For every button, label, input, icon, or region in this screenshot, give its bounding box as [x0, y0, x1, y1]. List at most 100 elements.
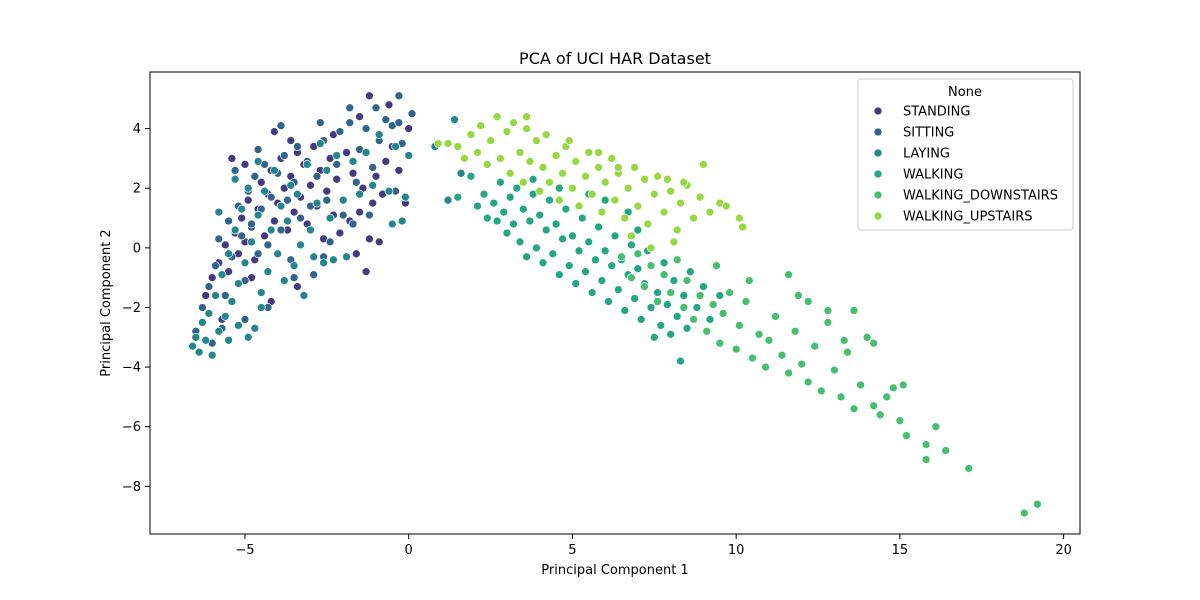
- data-point: [623, 183, 633, 193]
- data-point: [692, 303, 702, 312]
- data-point: [830, 365, 839, 375]
- data-point: [587, 288, 597, 297]
- data-point: [653, 171, 662, 181]
- data-point: [312, 171, 322, 181]
- chart-title: PCA of UCI HAR Dataset: [519, 49, 711, 68]
- data-point: [240, 160, 250, 169]
- data-point: [224, 335, 233, 345]
- data-point: [1019, 508, 1029, 518]
- data-point: [568, 183, 577, 193]
- data-point: [522, 252, 531, 262]
- data-point: [643, 219, 653, 229]
- data-point: [315, 139, 325, 148]
- data-point: [240, 258, 250, 268]
- data-point: [790, 326, 800, 336]
- data-point: [649, 189, 659, 199]
- data-point: [325, 213, 335, 223]
- data-point: [270, 166, 279, 175]
- data-point: [188, 341, 197, 351]
- data-point: [823, 318, 833, 327]
- data-point: [332, 151, 342, 160]
- data-point: [361, 124, 371, 133]
- data-point: [253, 249, 263, 259]
- data-point: [718, 309, 728, 318]
- x-tick-label: 5: [568, 543, 576, 558]
- data-point: [250, 171, 260, 181]
- data-point: [725, 288, 734, 297]
- data-point: [571, 279, 581, 288]
- data-point: [234, 321, 243, 330]
- data-point: [735, 321, 744, 330]
- data-point: [594, 148, 603, 157]
- data-point: [473, 201, 482, 211]
- data-point: [689, 213, 698, 223]
- data-point: [329, 255, 338, 265]
- y-tick-label: −8: [122, 480, 141, 495]
- data-point: [384, 100, 394, 110]
- data-point: [505, 192, 515, 202]
- data-point: [502, 127, 512, 136]
- data-point: [839, 335, 849, 345]
- data-point: [365, 91, 374, 101]
- data-point: [315, 118, 325, 128]
- data-point: [705, 315, 715, 324]
- data-point: [663, 174, 672, 184]
- data-point: [646, 261, 656, 271]
- data-point: [528, 174, 538, 184]
- data-point: [253, 210, 263, 220]
- data-point: [198, 303, 207, 312]
- legend-box: [857, 78, 1074, 231]
- data-point: [509, 118, 518, 128]
- x-tick-label: 0: [405, 543, 413, 558]
- data-point: [535, 210, 545, 220]
- data-point: [345, 103, 355, 113]
- data-point: [594, 222, 603, 232]
- data-point: [492, 112, 502, 122]
- data-point: [482, 213, 492, 223]
- data-point: [237, 204, 247, 214]
- data-point: [220, 240, 230, 250]
- data-point: [283, 216, 292, 226]
- legend-label: WALKING_DOWNSTAIRS: [903, 189, 1058, 204]
- data-point: [810, 341, 820, 351]
- data-point: [702, 326, 712, 336]
- data-point: [509, 219, 518, 229]
- data-point: [345, 118, 355, 128]
- data-point: [312, 198, 322, 208]
- data-point: [597, 207, 607, 217]
- data-point: [797, 359, 807, 369]
- data-point: [564, 261, 574, 271]
- data-point: [604, 297, 613, 306]
- data-point: [656, 321, 666, 330]
- data-point: [496, 154, 505, 163]
- data-point: [263, 267, 273, 277]
- data-point: [659, 270, 669, 280]
- data-point: [319, 258, 328, 268]
- data-point: [554, 195, 564, 205]
- y-tick-label: 0: [133, 241, 141, 256]
- data-point: [630, 163, 639, 172]
- data-point: [335, 228, 345, 238]
- data-point: [515, 237, 525, 247]
- data-point: [266, 225, 276, 235]
- data-point: [869, 338, 879, 348]
- data-point: [299, 291, 309, 300]
- data-point: [888, 383, 898, 393]
- data-point: [640, 282, 649, 291]
- data-point: [351, 177, 361, 187]
- data-point: [558, 234, 567, 244]
- y-axis: −8 −6 −4 −2 0 2 4: [122, 122, 150, 495]
- data-point: [600, 195, 610, 205]
- x-tick-label: 20: [1055, 543, 1072, 558]
- data-point: [620, 213, 630, 223]
- data-point: [289, 207, 299, 217]
- data-point: [522, 112, 531, 122]
- data-point: [207, 273, 217, 283]
- data-point: [365, 234, 374, 244]
- data-point: [230, 166, 240, 175]
- data-point: [404, 151, 414, 160]
- data-point: [368, 180, 378, 190]
- data-point: [610, 195, 620, 205]
- data-point: [263, 240, 273, 250]
- data-point: [744, 276, 754, 285]
